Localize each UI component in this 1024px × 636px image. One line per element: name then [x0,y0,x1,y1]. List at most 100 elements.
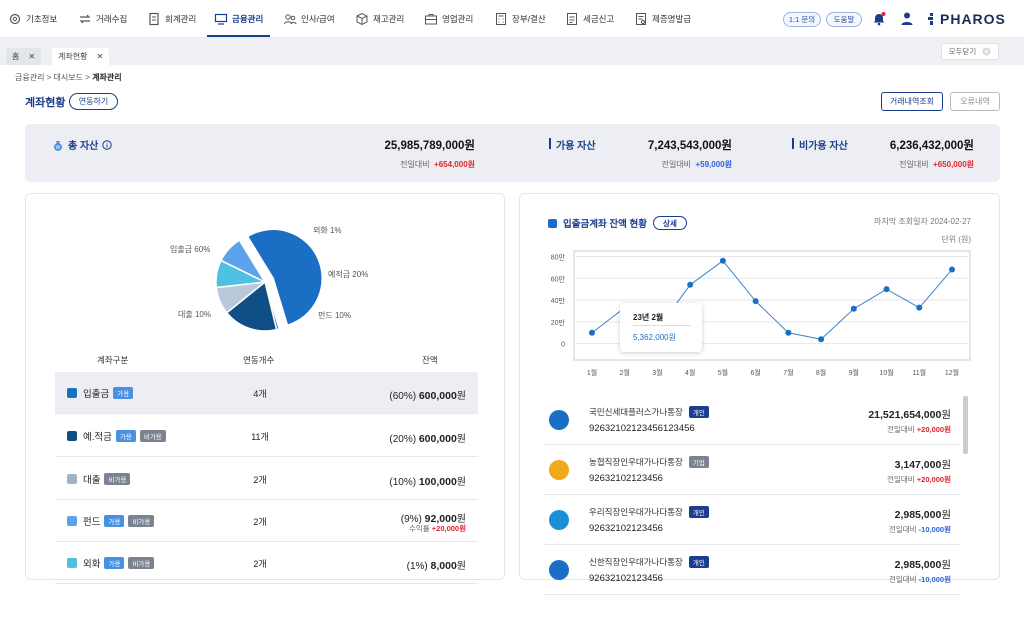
data-point[interactable] [850,305,857,312]
pie-label-foreign: 외화 1% [313,226,342,235]
account-type-row[interactable]: 외화 가용 비가용 2개 (1%) 8,000원 [55,542,478,584]
nav-finance[interactable]: 금융관리 [214,0,263,38]
x-tick-label: 9월 [849,368,859,377]
transaction-history-button[interactable]: 거래내역조회 [881,92,943,111]
x-tick-label: 11월 [912,368,926,377]
balance-amount: 600,000 [418,390,457,402]
availability-tag: 비가용 [128,557,155,569]
inquiry-button[interactable]: 1:1 문의 [783,12,821,27]
link-count: 2개 [253,559,267,569]
total-asset-label-group: W 총 자산 [52,137,113,152]
balance-value: 2,985,000 [894,509,942,521]
pie-slice[interactable] [219,239,267,284]
active-nav-indicator [207,35,270,37]
x-tick-label: 5월 [718,368,728,377]
nav-tax[interactable]: 세금신고 [565,0,614,38]
account-name-text: 우리직장인우대가나다통장 [589,507,683,517]
bank-logo-icon [549,410,569,430]
account-type-row[interactable]: 입출금 가용 4개 (60%) 600,000원 [55,372,478,414]
data-point[interactable] [719,257,726,264]
breadcrumb-current: 계좌관리 [92,73,122,82]
data-point[interactable] [785,329,792,336]
data-point[interactable] [589,329,595,336]
close-icon[interactable]: ✕ [28,52,36,61]
detail-button[interactable]: 상세 [652,216,687,230]
data-point[interactable] [883,286,890,293]
x-tick-label: 3월 [652,368,662,377]
x-tick-label: 1월 [587,368,597,377]
nav-ledger[interactable]: 장부/결산 [494,0,546,38]
tab-home[interactable]: 홈 ✕ [6,48,42,65]
balance-percent: (10%) [389,477,417,488]
data-point[interactable] [752,298,759,305]
change-value: +650,000원 [933,160,974,169]
pie-slice[interactable] [246,228,323,327]
info-icon[interactable] [102,139,113,150]
account-type-row[interactable]: 대출 비가용 2개 (10%) 100,000원 [55,458,478,500]
balance-amount: 100,000 [418,476,457,488]
close-all-tabs-button[interactable]: 모두닫기 [941,43,999,60]
nav-certificates[interactable]: 제증명발급 [634,0,691,38]
x-tick-label: 12월 [945,368,959,377]
title-marker [548,218,557,228]
money-bag-icon: W [54,140,62,151]
account-item[interactable]: 신한직장인우대가나다통장 개인 92632102123456 2,985,000원 전일… [544,546,961,595]
nav-hr-payroll[interactable]: 인사/급여 [283,0,335,38]
pie-slice[interactable] [225,280,278,332]
link-account-button[interactable]: 연동하기 [69,93,118,110]
type-label: 대출 [83,475,101,486]
change-value: +20,000원 [916,475,951,484]
x-tick-label: 10월 [879,368,893,377]
user-icon[interactable] [900,11,914,26]
close-circle-icon [982,47,991,56]
data-point[interactable] [818,336,825,343]
change-label: 전일대비 [888,525,917,534]
type-balance: (60%) 600,000원 [389,387,466,402]
balance-unit: 원 [456,514,466,525]
nonavailable-asset-label: 비가용 자산 [799,141,848,152]
tab-account-status[interactable]: 계좌현황 ✕ [52,48,110,65]
balance-unit: 원 [941,409,951,421]
account-change: 전일대비 -10,000원 [889,524,951,535]
nav-transactions[interactable]: 거래수집 [78,0,127,38]
type-name: 펀드 가용 비가용 [83,514,155,528]
balance-unit: 원 [456,434,466,445]
data-point[interactable] [687,281,694,288]
account-type-row[interactable]: 펀드 가용 비가용 2개 (9%) 92,000원 수익률 +20,000원 [55,500,478,542]
pie-label-loan: 대출 10% [178,310,211,319]
account-type-row[interactable]: 예.적금 가용 비가용 11개 (20%) 600,000원 [55,415,478,457]
account-item[interactable]: 국민신세대플러스가나통장 개인 92632102123456123456 21,521… [544,396,961,445]
monitor-icon [214,13,228,25]
account-item[interactable]: 농협직장인우대가나다통장 기업 92632102123456 3,147,000원 전일… [544,446,961,495]
account-item[interactable]: 우리직장인우대가나다통장 개인 92632102123456 2,985,000원 전일… [544,496,961,545]
nav-label: 제증명발급 [652,14,692,24]
change-label: 전일대비 [887,425,915,434]
column-header-type: 계좌구분 [97,355,129,365]
type-balance: (10%) 100,000원 [389,473,466,488]
type-balance: (1%) 8,000원 [407,557,466,572]
nav-sales[interactable]: 영업관리 [424,0,473,38]
type-color-swatch [67,388,77,398]
data-point[interactable] [916,304,923,311]
balance-percent: (9%) [400,514,422,525]
close-icon[interactable]: ✕ [96,52,104,61]
nonavailable-asset-change: 전일대비 +650,000원 [899,159,974,170]
error-history-button[interactable]: 오류내역 [950,92,1000,111]
nav-label: 장부/결산 [512,14,546,24]
account-list-scrollbar[interactable] [963,396,968,454]
nav-accounting[interactable]: 회계관리 [147,0,196,38]
nav-basic-info[interactable]: 기초정보 [8,0,57,38]
nav-inventory[interactable]: 재고관리 [355,0,404,38]
help-button[interactable]: 도움말 [826,12,862,27]
total-asset-change: 전일대비 +654,000원 [400,159,475,170]
return-rate: 수익률 +20,000원 [409,523,466,534]
account-name-text: 국민신세대플러스가나통장 [589,407,683,417]
bell-icon[interactable] [872,11,886,26]
balance-line-chart: 0 20만 40만 60만 80만 1월 2월 3월 4월 5월 6월 7월 8월 9월 10월 11월 12월 [551,250,971,377]
type-color-swatch [67,516,77,526]
data-point[interactable] [949,266,955,273]
balance-unit: 원 [456,391,466,402]
link-count: 11개 [251,432,269,442]
pie-label-savings: 예적금 20% [328,270,369,279]
account-owner-tag: 개인 [688,506,709,518]
